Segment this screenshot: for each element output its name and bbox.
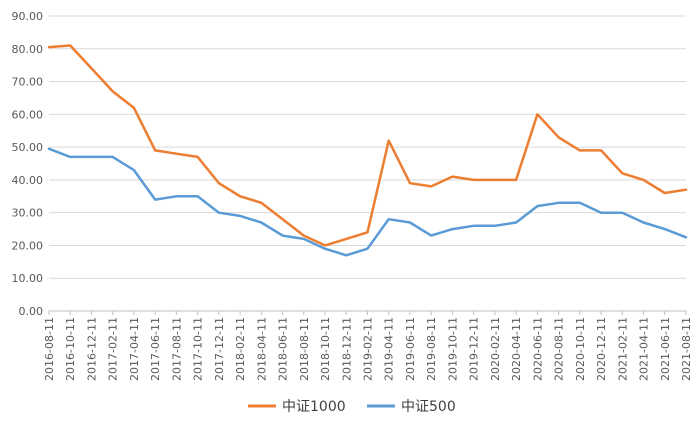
- x-tick-label: 2018-02-11: [234, 317, 247, 381]
- y-tick-label: 30.00: [12, 207, 44, 220]
- x-tick-label: 2021-04-11: [638, 317, 651, 381]
- x-tick-label: 2021-02-11: [616, 317, 629, 381]
- y-tick-label: 90.00: [12, 10, 44, 23]
- x-tick-label: 2019-12-11: [468, 317, 481, 381]
- gridlines: [49, 15, 686, 312]
- y-tick-label: 80.00: [12, 43, 44, 56]
- x-tick-label: 2018-12-11: [340, 317, 353, 381]
- x-tick-label: 2017-04-11: [128, 317, 141, 381]
- x-tick-label: 2020-02-11: [489, 317, 502, 381]
- x-tick-label: 2017-10-11: [192, 317, 205, 381]
- legend-label-1: 中证1000: [282, 399, 346, 415]
- y-tick-label: 50.00: [12, 141, 44, 154]
- x-tick-label: 2016-10-11: [64, 317, 77, 381]
- x-tick-label: 2020-04-11: [510, 317, 523, 381]
- x-tick-label: 2020-08-11: [553, 317, 566, 381]
- series-lines: [47, 44, 688, 257]
- legend-label-2: 中证500: [401, 399, 456, 415]
- x-tick-label: 2019-02-11: [362, 317, 375, 381]
- x-tick-label: 2017-06-11: [149, 317, 162, 381]
- x-tick-label: 2016-08-11: [43, 317, 56, 381]
- x-tick-label: 2018-04-11: [255, 317, 268, 381]
- x-tick-label: 2016-12-11: [85, 317, 98, 381]
- x-tick-label: 2019-08-11: [425, 317, 438, 381]
- y-tick-label: 70.00: [12, 76, 44, 89]
- x-tick-label: 2019-04-11: [383, 317, 396, 381]
- x-tick-label: 2019-10-11: [446, 317, 459, 381]
- x-tick-label: 2017-12-11: [213, 317, 226, 381]
- y-axis-tick-labels: 0.00 10.00 20.00 30.00 40.00 50.00 60.00 70.00 8…: [12, 10, 44, 318]
- y-tick-label: 20.00: [12, 239, 44, 252]
- x-tick-label: 2018-10-11: [319, 317, 332, 381]
- series-line-1: [47, 44, 688, 247]
- x-tick-label: 2018-06-11: [277, 317, 290, 381]
- x-tick-label: 2017-08-11: [170, 317, 183, 381]
- x-axis-tick-labels: 2016-08-11 2016-10-11 2016-12-11 2017-02-11…: [43, 311, 693, 381]
- x-tick-label: 2021-06-11: [659, 317, 672, 381]
- legend: 中证1000 中证500: [248, 399, 456, 415]
- y-tick-label: 40.00: [12, 174, 44, 187]
- x-tick-label: 2020-10-11: [574, 317, 587, 381]
- x-tick-label: 2021-08-11: [680, 317, 693, 381]
- y-tick-label: 0.00: [19, 305, 44, 318]
- x-tick-label: 2017-02-11: [107, 317, 120, 381]
- y-tick-label: 10.00: [12, 272, 44, 285]
- x-tick-label: 2020-12-11: [595, 317, 608, 381]
- series-line-2: [47, 147, 688, 257]
- x-tick-label: 2019-06-11: [404, 317, 417, 381]
- y-tick-label: 60.00: [12, 108, 44, 121]
- x-tick-label: 2020-06-11: [531, 317, 544, 381]
- x-tick-label: 2018-08-11: [298, 317, 311, 381]
